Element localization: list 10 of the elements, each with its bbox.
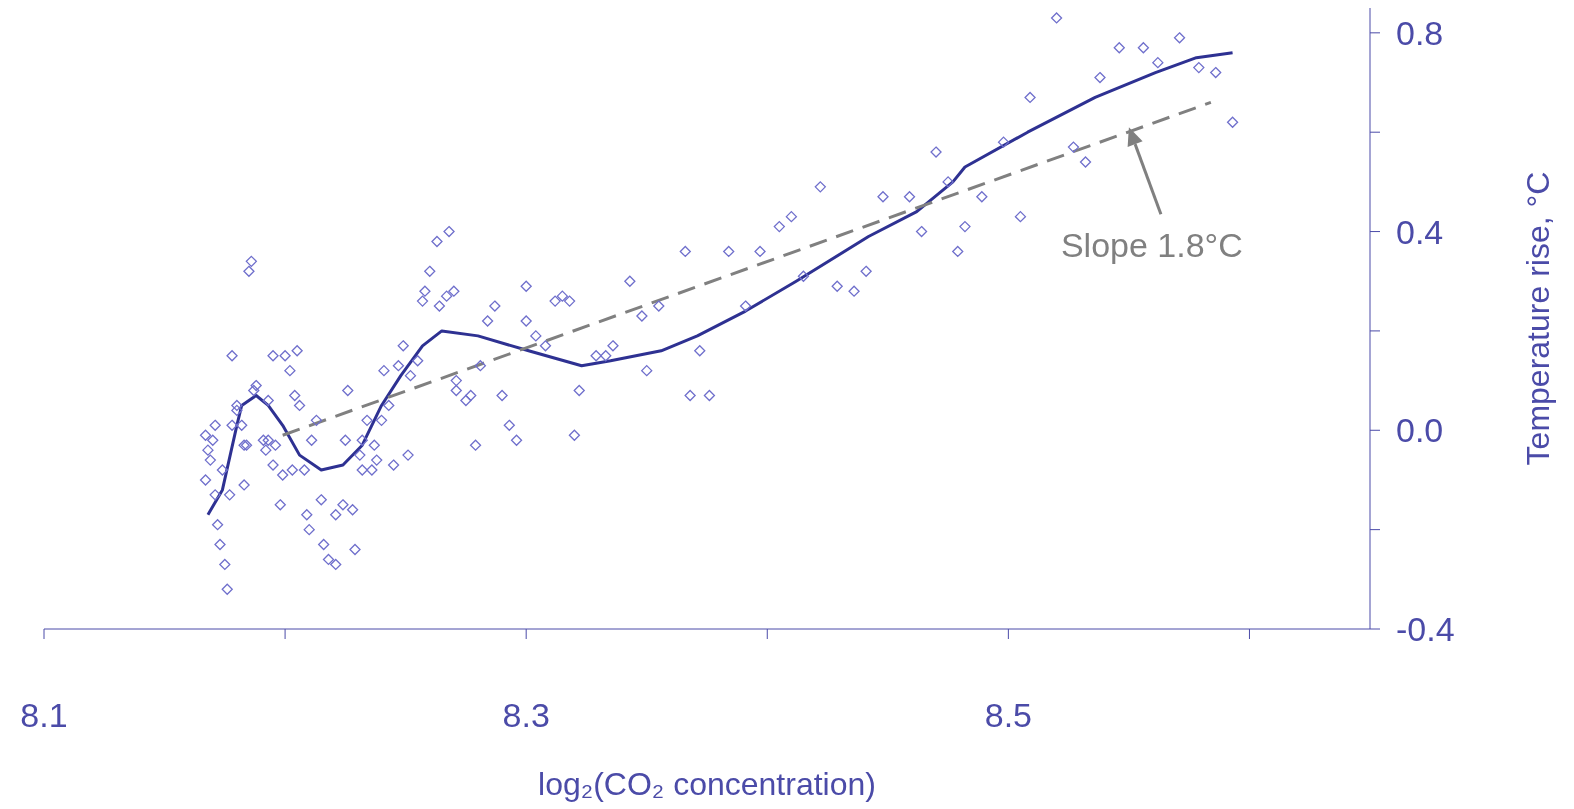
y-tick-label: 0.8 bbox=[1396, 13, 1444, 52]
y-axis-title: Temperature rise, °C bbox=[1520, 171, 1557, 466]
x-axis-title: log₂(CO₂ concentration) bbox=[538, 766, 876, 802]
annotation: Slope 1.8°C bbox=[1060, 226, 1243, 265]
y-tick-label: -0.4 bbox=[1396, 610, 1455, 649]
x-tick-label: 8.1 bbox=[20, 696, 68, 735]
x-tick-label: 8.5 bbox=[984, 696, 1032, 735]
y-tick-label: 0.4 bbox=[1396, 212, 1444, 251]
x-tick-label: 8.3 bbox=[502, 696, 550, 735]
y-tick-label: 0.0 bbox=[1396, 411, 1444, 450]
